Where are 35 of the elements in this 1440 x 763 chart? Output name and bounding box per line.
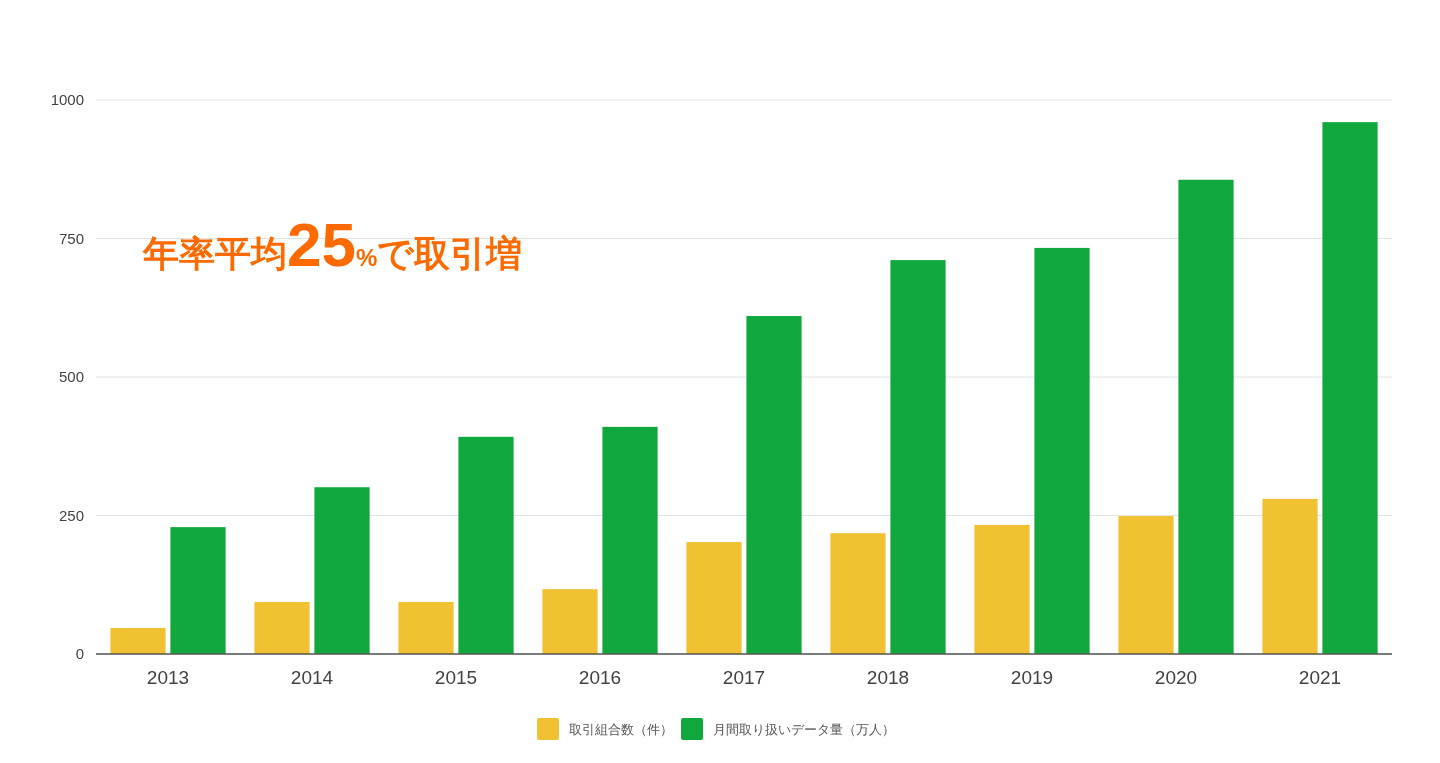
bar bbox=[458, 436, 514, 654]
y-tick-label: 500 bbox=[58, 368, 84, 386]
bar bbox=[746, 316, 802, 654]
bar bbox=[398, 601, 454, 654]
x-tick-label: 2013 bbox=[146, 667, 190, 688]
bar bbox=[830, 533, 886, 654]
y-tick-label: 250 bbox=[58, 506, 84, 524]
y-tick-label: 0 bbox=[75, 645, 84, 663]
legend-label: 月間取り扱いデータ量（万人） bbox=[713, 721, 895, 737]
bar bbox=[1178, 179, 1234, 654]
y-tick-label: 750 bbox=[58, 229, 84, 247]
bar bbox=[1262, 498, 1318, 654]
x-tick-label: 2019 bbox=[1010, 667, 1054, 688]
bar bbox=[1118, 516, 1174, 654]
bar bbox=[1034, 247, 1090, 654]
bar bbox=[254, 601, 310, 654]
annotation: 年率平均25%で取引増 bbox=[142, 210, 523, 279]
bar bbox=[110, 627, 166, 654]
bar bbox=[1322, 122, 1378, 654]
bar bbox=[974, 524, 1030, 654]
x-tick-label: 2016 bbox=[578, 667, 622, 688]
bar bbox=[314, 487, 370, 654]
bar bbox=[890, 260, 946, 654]
x-tick-label: 2021 bbox=[1298, 667, 1342, 688]
x-tick-label: 2020 bbox=[1154, 667, 1198, 688]
x-tick-label: 2017 bbox=[722, 667, 766, 688]
bar bbox=[170, 527, 226, 654]
bar bbox=[542, 589, 598, 654]
legend-label: 取引組合数（件） bbox=[569, 721, 673, 737]
x-tick-label: 2014 bbox=[290, 667, 334, 688]
y-tick-label: 1000 bbox=[50, 91, 84, 109]
x-tick-label: 2018 bbox=[866, 667, 910, 688]
x-tick-label: 2015 bbox=[434, 667, 478, 688]
bar bbox=[686, 542, 742, 654]
bar bbox=[602, 426, 658, 654]
